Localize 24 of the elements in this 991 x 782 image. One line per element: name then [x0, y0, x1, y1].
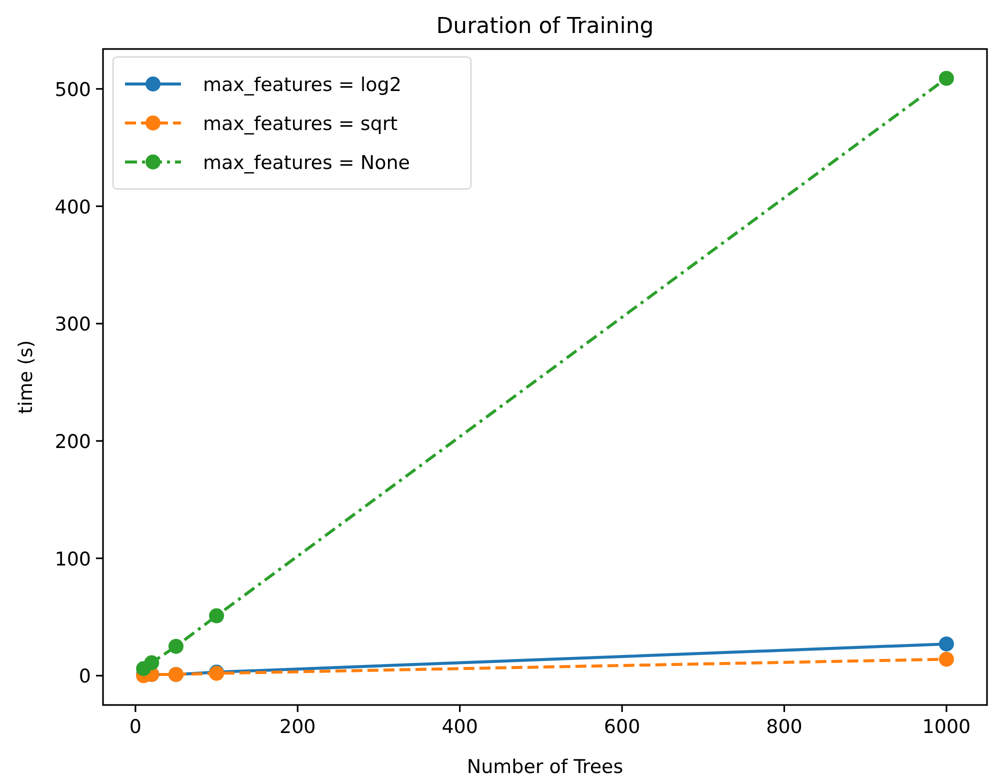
x-tick-label: 400: [442, 716, 478, 738]
y-axis-title: time (s): [15, 340, 37, 414]
y-tick-label: 500: [54, 78, 91, 101]
y-tick-label: 300: [54, 314, 91, 336]
point: [938, 652, 954, 667]
point: [938, 636, 954, 652]
y-tick-label: 400: [54, 196, 91, 218]
point: [144, 655, 160, 670]
point: [938, 70, 954, 86]
legend-label: max_features = log2: [203, 74, 402, 96]
x-tick-label: 600: [604, 716, 640, 738]
x-tick-label: 800: [766, 716, 802, 738]
y-tick-label: 100: [54, 548, 91, 570]
x-tick-label: 0: [129, 716, 142, 738]
y-tick-label: 0: [78, 666, 91, 688]
y-tick-label: 200: [54, 430, 91, 453]
legend-label: max_features = None: [203, 152, 410, 174]
point: [209, 608, 224, 624]
point: [168, 638, 184, 654]
legend-label: max_features = sqrt: [203, 113, 398, 135]
x-tick-label: 1000: [922, 716, 971, 738]
x-tick-label: 200: [280, 716, 316, 738]
chart-title: Duration of Training: [436, 14, 654, 39]
x-axis-title: Number of Trees: [466, 756, 624, 778]
